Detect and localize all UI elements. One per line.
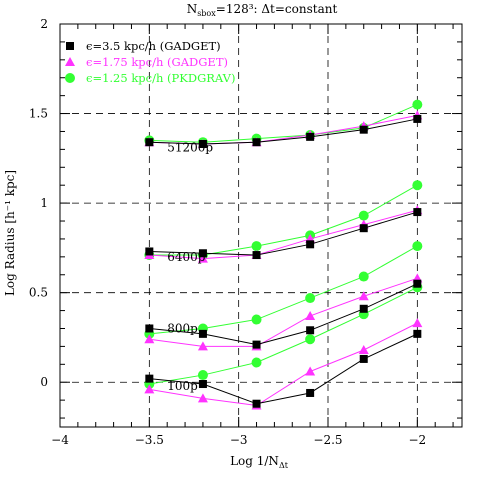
data-point-circle [412,180,423,191]
x-tick-label: −3.5 [135,433,164,447]
series-line-6400p [149,211,418,256]
data-point-triangle [305,366,316,376]
x-tick-label: −4 [51,433,69,447]
title-rest: =128³: Δt=constant [216,2,338,16]
data-point-triangle [412,318,423,328]
data-point-square [306,326,315,335]
title-subscript: sbox [197,9,216,18]
axis-ticks: −4 −3.5 −3 −2.5 −2 0 0.5 1 1.5 2 [29,17,462,447]
data-point-circle [197,370,208,381]
data-point-circle [412,241,423,252]
data-point-triangle [305,310,316,320]
group-label-6400p: 6400p [167,250,206,264]
group-label-51200p: 51200p [167,141,213,155]
data-series [144,99,423,410]
x-axis-label: Log 1/NΔt [230,454,289,470]
data-point-circle [251,357,262,368]
data-point-square [413,329,422,338]
data-point-square [306,132,315,141]
data-point-circle [358,271,369,282]
chart-title: Nsbox=128³: Δt=constant [187,2,338,18]
title-main: N [187,2,198,16]
y-tick-label: 1 [40,196,48,210]
legend-marker-triangle [65,57,75,66]
legend-label: ϵ=3.5 kpc/h (GADGET) [86,39,221,53]
x-tick-label: −2.5 [313,433,342,447]
y-tick-label: 1.5 [29,107,48,121]
data-point-square [359,354,368,363]
legend-label: ϵ=1.75 kpc/h (GADGET) [86,55,228,69]
plot-frame [59,23,463,428]
data-point-square [198,140,207,149]
y-tick-label: 0.5 [29,286,48,300]
data-point-circle [358,210,369,221]
series-line-100p [149,322,418,407]
data-point-circle [412,99,423,110]
data-point-triangle [144,334,155,344]
series-line-6400p [149,209,418,260]
data-point-square [145,247,154,256]
data-point-square [145,138,154,147]
legend-label: ϵ=1.25 kpc/h (PKDGRAV) [86,71,235,85]
data-point-square [306,388,315,397]
data-point-square [359,304,368,313]
data-point-triangle [197,393,208,403]
grid-lines [60,24,462,427]
data-point-triangle [197,341,208,351]
data-point-square [413,114,422,123]
legend: ϵ=3.5 kpc/h (GADGET) ϵ=1.75 kpc/h (GADGET… [65,39,235,85]
group-labels: 51200p 6400p 800p 100p [167,141,213,393]
data-point-circle [251,241,262,252]
data-point-triangle [144,384,155,394]
series-line-100p [149,286,418,385]
series-square [145,114,422,408]
series-line-6400p [149,184,418,256]
data-point-circle [305,293,316,304]
data-point-square [252,399,261,408]
data-point-square [359,224,368,233]
group-label-800p: 800p [167,321,198,335]
data-point-circle [251,314,262,325]
x-tick-label: −3 [230,433,248,447]
data-point-square [252,138,261,147]
data-point-square [359,125,368,134]
legend-marker-circle [65,73,75,83]
y-tick-label: 2 [40,17,48,31]
y-tick-label: 0 [40,375,48,389]
series-line-51200p [149,118,418,145]
x-tick-label: −2 [408,433,426,447]
x-axis-label-main: Log 1/N [230,454,279,468]
data-point-square [306,240,315,249]
series-line-800p [149,283,418,346]
y-axis-label: Log Radius [h⁻¹ kpc] [3,170,17,296]
data-point-triangle [197,253,208,263]
data-point-square [145,324,154,333]
data-point-square [252,340,261,349]
series-line-800p [149,245,418,335]
series-line-800p [149,277,418,347]
data-point-triangle [358,344,369,354]
data-point-circle [305,334,316,345]
legend-marker-square [66,42,74,50]
data-point-triangle [358,291,369,301]
data-point-square [252,251,261,260]
data-point-square [198,249,207,258]
data-point-square [198,329,207,338]
data-point-square [413,208,422,217]
x-axis-label-subscript: Δt [279,461,289,470]
series-line-100p [149,333,418,405]
group-label-100p: 100p [167,379,198,393]
data-point-square [145,374,154,383]
data-point-square [413,279,422,288]
data-point-square [198,380,207,389]
